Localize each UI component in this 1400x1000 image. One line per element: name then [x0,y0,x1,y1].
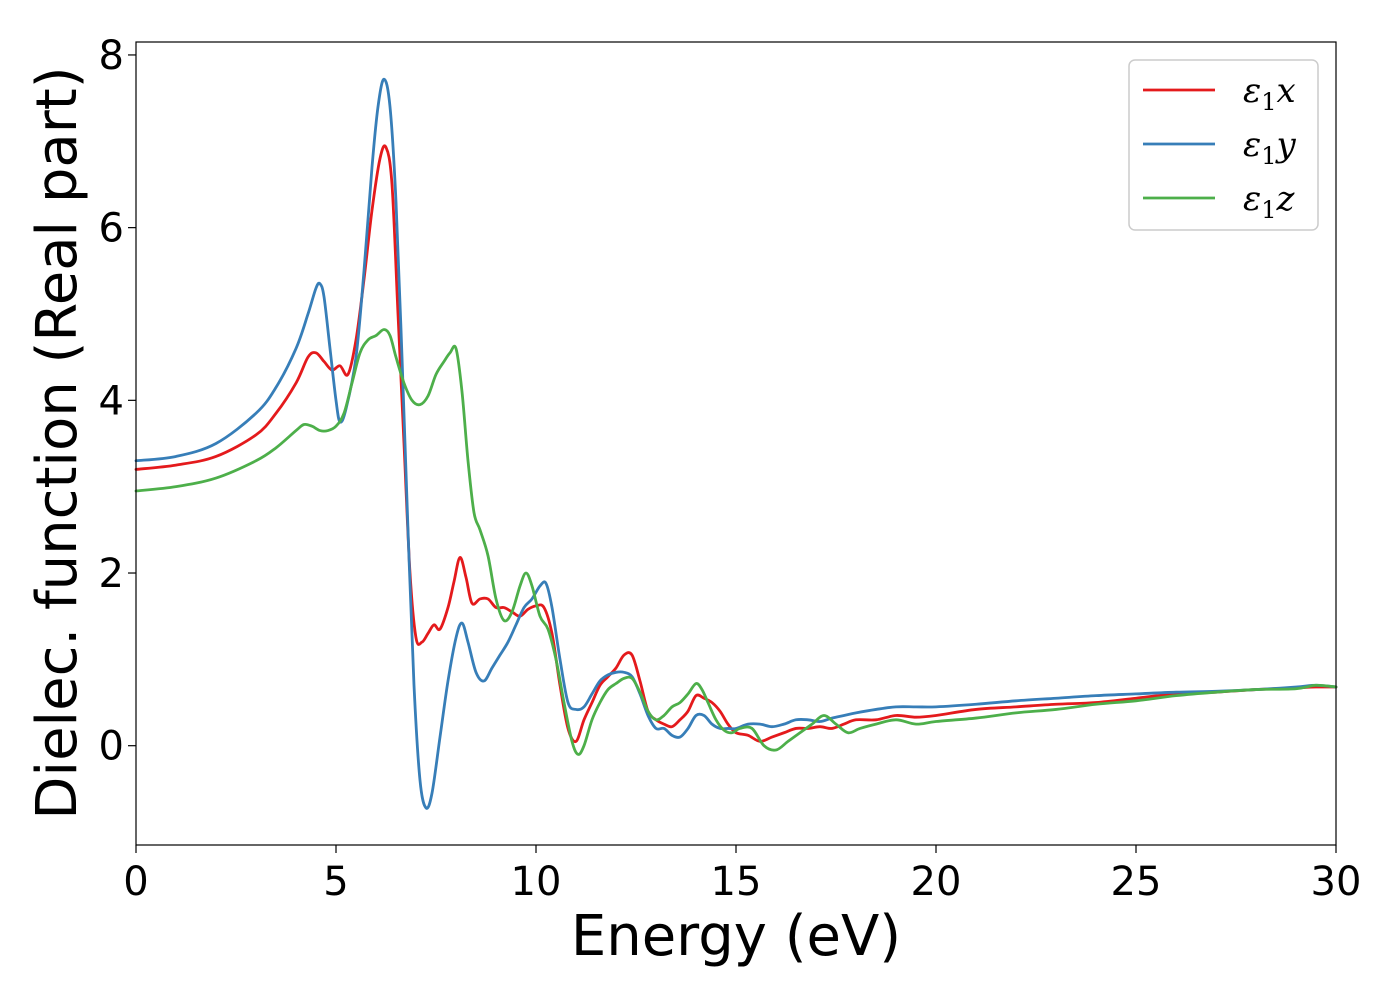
x-tick-label: 15 [711,859,762,905]
x-tick-label: 0 [123,859,148,905]
y-axis-title: Dielec. function (Real part) [25,66,90,819]
x-axis-title: Energy (eV) [571,904,901,969]
x-axis: 0 5 10 15 20 25 30 [123,845,1361,905]
series-line-z [134,328,1338,756]
series-line-x [134,144,1338,743]
y-axis: 0 2 4 6 8 [99,33,136,770]
legend-label-y: ε1y [1243,125,1297,170]
legend-label-z: ε1z [1243,179,1296,224]
series-line-y [134,77,1338,810]
x-tick-label: 10 [511,859,562,905]
legend-box [1128,59,1319,231]
series-layer [134,77,1338,810]
x-tick-label: 20 [911,859,962,905]
legend-label-x: ε1x [1243,71,1296,116]
y-tick-label: 2 [99,551,124,597]
y-tick-label: 0 [99,724,124,770]
legend: ε1x ε1y ε1z [1128,59,1319,231]
y-tick-label: 4 [99,378,124,424]
x-tick-label: 25 [1111,859,1162,905]
y-tick-label: 6 [99,206,124,252]
y-tick-label: 8 [99,33,124,79]
x-tick-label: 5 [323,859,348,905]
x-tick-label: 30 [1311,859,1362,905]
